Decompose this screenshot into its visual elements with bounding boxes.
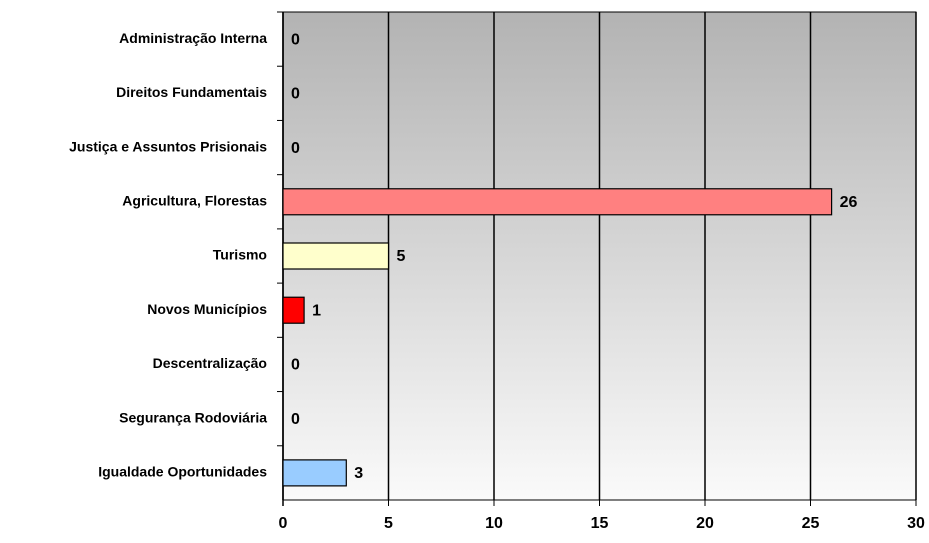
y-tick-label: Descentralização: [153, 355, 267, 371]
y-tick-label: Direitos Fundamentais: [116, 84, 267, 100]
y-tick-label: Justiça e Assuntos Prisionais: [69, 138, 267, 154]
y-tick-label: Igualdade Oportunidades: [98, 464, 267, 480]
x-tick-label: 20: [696, 515, 714, 532]
data-label: 0: [291, 411, 300, 428]
data-label: 0: [291, 31, 300, 48]
x-tick-label: 15: [591, 515, 609, 532]
data-label: 1: [312, 302, 321, 319]
x-tick-label: 5: [384, 515, 393, 532]
y-tick-label: Agricultura, Florestas: [122, 192, 267, 208]
y-tick-label: Administração Interna: [119, 30, 267, 46]
data-label: 0: [291, 86, 300, 103]
x-tick-label: 10: [485, 515, 503, 532]
data-label: 5: [397, 248, 406, 265]
bar: [282, 459, 347, 487]
x-tick-label: 0: [279, 515, 288, 532]
data-label: 3: [354, 465, 363, 482]
x-tick-label: 25: [802, 515, 820, 532]
bar: [282, 188, 833, 216]
y-tick-label: Novos Municípios: [147, 301, 267, 317]
data-label: 0: [291, 357, 300, 374]
x-tick-label: 30: [907, 515, 925, 532]
data-label: 26: [840, 194, 858, 211]
bar: [282, 242, 390, 270]
y-tick-label: Turismo: [213, 247, 267, 263]
y-tick-label: Segurança Rodoviária: [119, 409, 267, 425]
data-label: 0: [291, 140, 300, 157]
bar: [282, 296, 305, 324]
